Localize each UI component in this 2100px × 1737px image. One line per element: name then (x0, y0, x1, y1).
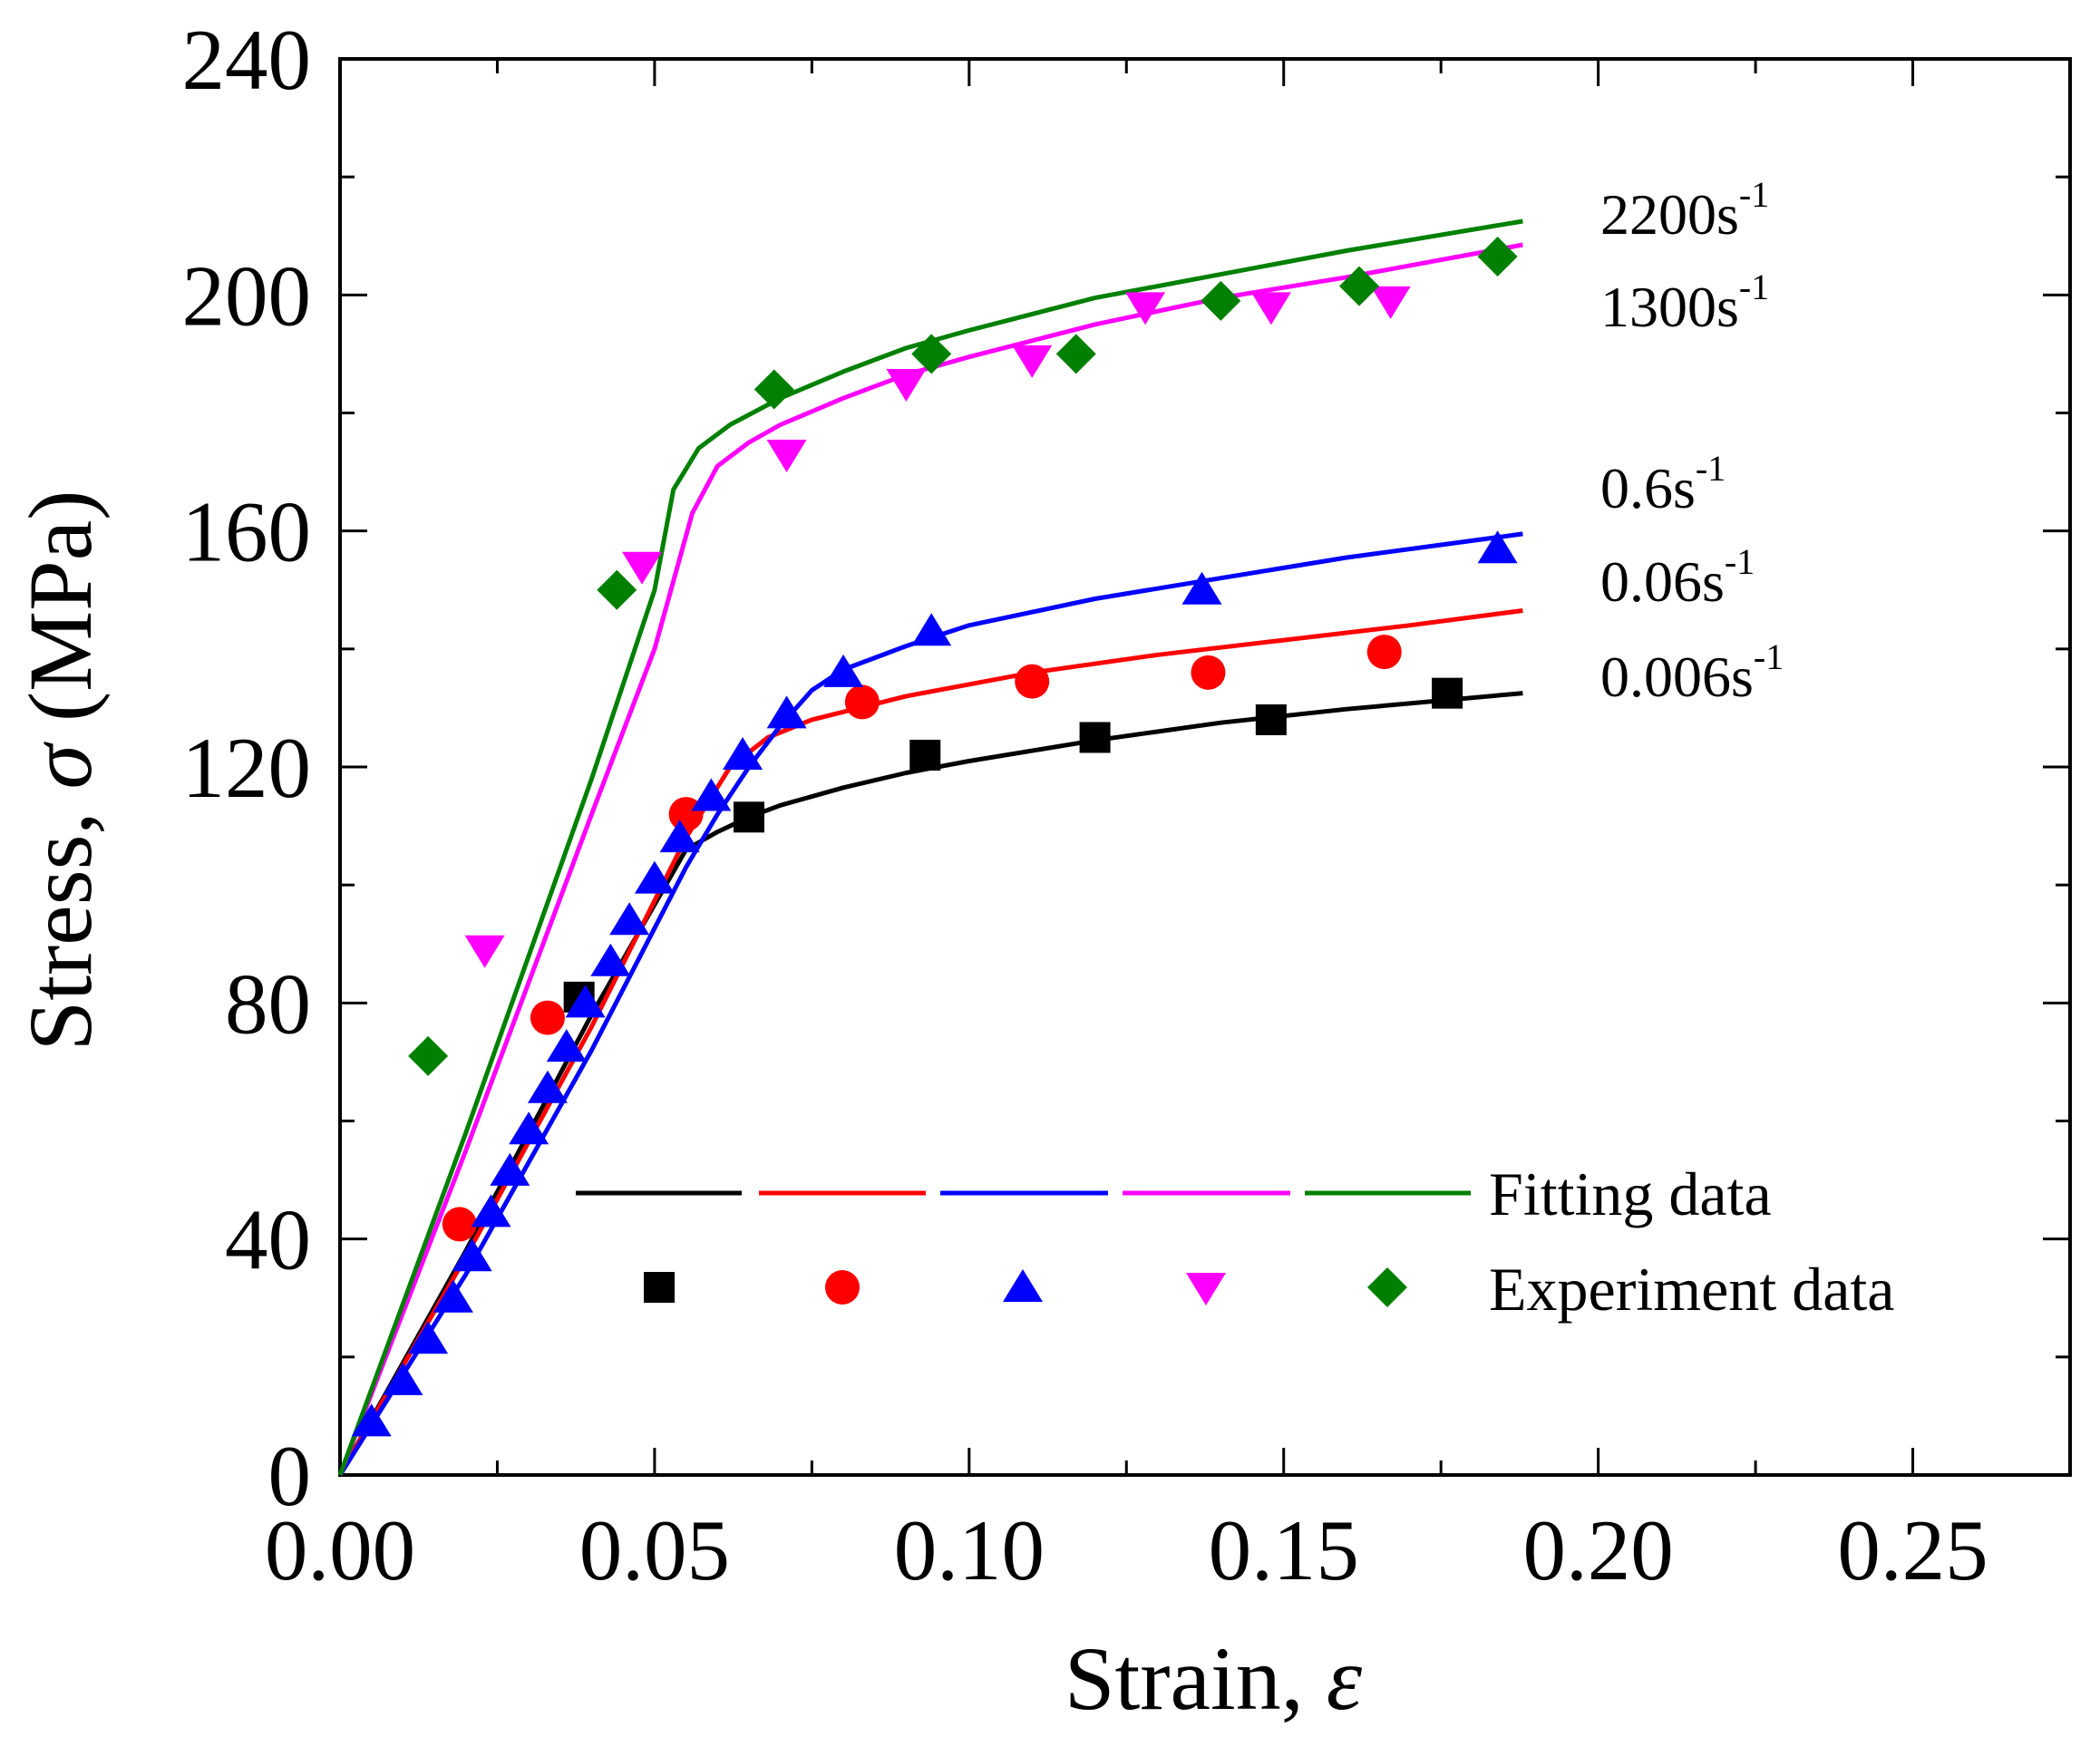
fitting-curves (337, 218, 1523, 1477)
data-point-triangle-up (490, 1152, 530, 1186)
data-point-circle (844, 684, 880, 720)
y-tick-label: 40 (225, 1192, 311, 1288)
data-point-triangle-up (351, 1403, 392, 1437)
data-point-diamond (1477, 237, 1518, 277)
legend-marker-triangle-up (1003, 1269, 1043, 1302)
x-tick-label: 0.00 (265, 1502, 415, 1598)
data-point-diamond (597, 569, 637, 610)
x-tick-label: 0.15 (1209, 1502, 1359, 1598)
y-axis-title: Stress, σ (MPa) (10, 490, 111, 1052)
y-tick-label: 200 (182, 247, 312, 344)
data-point-square (1432, 677, 1463, 709)
experiment-markers (351, 237, 1518, 1437)
x-tick-label: 0.20 (1523, 1502, 1674, 1598)
fit-line-4 (337, 218, 1523, 1476)
data-point-triangle-down (1012, 344, 1053, 378)
data-point-diamond (911, 334, 952, 374)
y-tick-label: 0 (268, 1428, 312, 1524)
data-point-triangle-down (1250, 292, 1291, 325)
x-tick-label: 0.05 (579, 1502, 730, 1598)
data-point-diamond (753, 369, 794, 410)
x-tick-label: 0.25 (1837, 1502, 1988, 1598)
data-point-triangle-up (691, 778, 732, 811)
data-point-triangle-up (452, 1238, 492, 1272)
data-point-circle (442, 1207, 477, 1242)
data-point-triangle-up (408, 1321, 449, 1354)
data-point-square (909, 739, 941, 771)
rate-label-3: 1300s-1 (1600, 267, 1769, 339)
data-point-triangle-up (766, 695, 807, 729)
y-tick-label: 160 (182, 484, 312, 580)
data-point-triangle-down (886, 368, 927, 402)
data-point-triangle-up (565, 985, 606, 1018)
legend: Fitting data Experiment data (576, 1160, 1894, 1324)
data-point-triangle-up (609, 902, 650, 936)
axis-ticks: 0.00 0.05 0.10 0.15 0.20 0.25 0 40 80 120 160 200 24… (182, 12, 2072, 1598)
data-point-triangle-down (622, 551, 663, 585)
data-point-circle (530, 1000, 565, 1035)
x-axis-title: Strain, ε (1065, 1628, 1363, 1729)
data-point-triangle-down (1370, 286, 1411, 319)
legend-marker-triangle-down (1186, 1273, 1226, 1305)
legend-marker-square (644, 1272, 675, 1303)
data-point-diamond (1201, 280, 1241, 321)
rate-label-1: 0.06s-1 (1600, 541, 1755, 614)
rate-label-2: 0.6s-1 (1600, 448, 1726, 520)
data-point-triangle-up (634, 860, 675, 894)
strain-rate-labels: 0.006s-1 0.06s-1 0.6s-1 1300s-1 2200s-1 (1600, 174, 1784, 709)
data-point-triangle-up (546, 1029, 587, 1063)
data-point-diamond (1055, 334, 1096, 374)
y-tick-label: 120 (182, 720, 312, 816)
data-point-circle (1366, 635, 1402, 670)
legend-marker-circle (825, 1270, 860, 1305)
data-point-circle (1015, 664, 1050, 699)
data-point-triangle-up (1477, 530, 1518, 564)
rate-label-0: 0.006s-1 (1600, 636, 1784, 709)
legend-marker-diamond (1367, 1267, 1407, 1307)
fit-line-3 (337, 242, 1523, 1476)
data-point-triangle-down (464, 935, 505, 968)
data-point-triangle-up (659, 820, 700, 853)
data-point-triangle-up (723, 736, 763, 770)
data-point-diamond (408, 1035, 449, 1076)
legend-fitting-label: Fitting data (1489, 1160, 1772, 1228)
data-point-triangle-up (527, 1070, 568, 1103)
data-point-triangle-up (509, 1111, 549, 1145)
fit-line-0 (337, 691, 1523, 1477)
data-point-square (733, 801, 764, 833)
data-point-triangle-up (383, 1362, 423, 1395)
data-point-triangle-down (1125, 292, 1166, 325)
legend-experiment-label: Experiment data (1489, 1255, 1894, 1324)
data-point-triangle-down (766, 440, 807, 473)
rate-label-4: 2200s-1 (1600, 174, 1769, 247)
data-point-square (1255, 704, 1287, 735)
fit-line-2 (337, 531, 1523, 1477)
y-tick-label: 240 (182, 12, 312, 108)
fit-line-1 (337, 608, 1523, 1477)
data-point-circle (1191, 655, 1226, 690)
data-point-triangle-up (433, 1279, 473, 1313)
x-tick-label: 0.10 (894, 1502, 1045, 1598)
data-point-triangle-up (1181, 571, 1222, 605)
data-point-square (1079, 722, 1111, 753)
data-point-diamond (1338, 266, 1379, 306)
y-tick-label: 80 (225, 956, 311, 1052)
data-point-triangle-up (590, 943, 631, 976)
data-point-triangle-up (471, 1194, 511, 1228)
data-point-triangle-up (823, 654, 864, 687)
data-point-triangle-up (911, 613, 952, 646)
